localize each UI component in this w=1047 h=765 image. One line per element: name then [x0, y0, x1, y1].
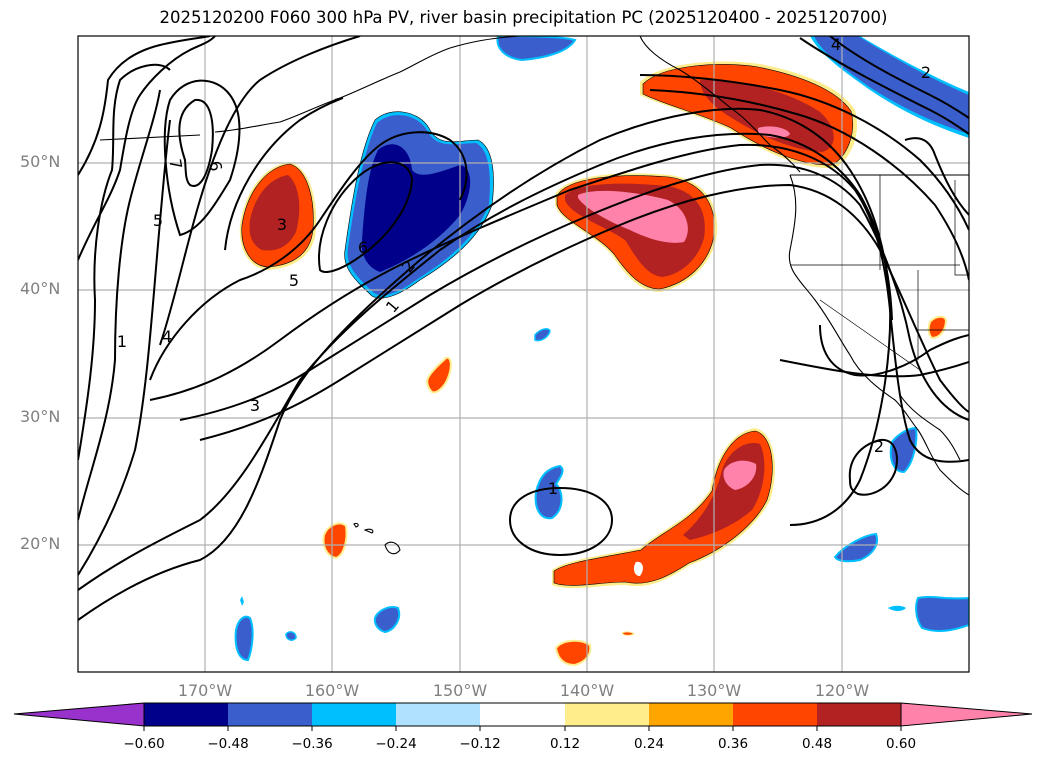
- pv-contour: [78, 119, 171, 576]
- pv-contour: [149, 131, 468, 381]
- contour-label: 6: [205, 159, 225, 172]
- colorbar-segment: [733, 703, 817, 726]
- contour-label: 7: [165, 157, 185, 170]
- pv-contour: [78, 89, 161, 521]
- colorbar-segment: [565, 703, 649, 726]
- map-plot-area: 1 2 3 4 5 6 7 1 2 3 4 5 6 2 1: [78, 35, 969, 672]
- lon-label-120w: 120°W: [814, 681, 870, 700]
- pv-contour: [78, 36, 211, 176]
- pv-contour: [904, 137, 969, 216]
- map-frame: [77, 35, 970, 673]
- colorbar-label: −0.24: [375, 736, 417, 752]
- colorbar-label: 0.24: [633, 736, 665, 752]
- lon-label-170w: 170°W: [177, 681, 233, 700]
- colorbar: [13, 702, 1033, 731]
- coastline-baja: [899, 394, 961, 461]
- coastline-alaska-south: [639, 36, 801, 173]
- contour-label: 6: [358, 238, 368, 257]
- colorbar-label: 0.12: [549, 736, 581, 752]
- colorbar-extend-low: [13, 702, 145, 727]
- pv-contour: [799, 37, 969, 135]
- lon-label-150w: 150°W: [432, 681, 488, 700]
- colorbar-label: 0.60: [885, 736, 917, 752]
- contour-label: 5: [153, 211, 163, 230]
- coastline-aleutians: [99, 36, 521, 141]
- precip-area-hawaii: [322, 522, 348, 560]
- pv-contour: [179, 163, 969, 421]
- map-title: 2025120200 F060 300 hPa PV, river basin …: [159, 8, 888, 27]
- colorbar-label: −0.48: [207, 736, 249, 752]
- pv-contour: [178, 98, 214, 187]
- colorbar-label: 0.36: [717, 736, 749, 752]
- contour-label: 2: [921, 63, 931, 82]
- pv-contour: [163, 79, 241, 237]
- contour-label: 4: [831, 35, 841, 54]
- pv-contour: [779, 359, 969, 378]
- pv-contour: [159, 36, 361, 346]
- colorbar-segment: [312, 703, 396, 726]
- contour-label: 1: [117, 332, 127, 351]
- lon-label-130w: 130°W: [686, 681, 742, 700]
- lon-label-140w: 140°W: [559, 681, 615, 700]
- colorbar-ticks: [143, 726, 902, 731]
- pv-contour: [149, 143, 969, 463]
- border-states: [790, 175, 969, 371]
- colorbar-label: −0.60: [123, 736, 165, 752]
- lat-label-40: 40°N: [20, 279, 61, 298]
- pv-contour: [318, 161, 414, 273]
- contour-label: 2: [874, 437, 884, 456]
- colorbar-segment: [396, 703, 480, 726]
- pv-contour: [78, 36, 216, 261]
- contour-label: 1: [548, 479, 558, 498]
- coastline-hawaii: [353, 522, 401, 555]
- colorbar-segment: [228, 703, 312, 726]
- pv-contour: [199, 183, 969, 441]
- lat-label-30: 30°N: [20, 407, 61, 426]
- pv-contour: [639, 74, 969, 231]
- pv-contour: [829, 36, 969, 119]
- contour-label: 3: [250, 396, 260, 415]
- lon-label-160w: 160°W: [304, 681, 360, 700]
- colorbar-segment: [480, 703, 565, 726]
- colorbar-label: −0.12: [459, 736, 501, 752]
- pv-contours: [78, 36, 969, 621]
- colorbar-extend-high: [900, 702, 1033, 727]
- colorbar-label: 0.48: [801, 736, 833, 752]
- pv-contour: [508, 486, 614, 557]
- pv-contour: [78, 63, 171, 461]
- colorbar-segment: [144, 703, 228, 726]
- pv-contour: [78, 132, 893, 591]
- lat-label-50: 50°N: [20, 152, 61, 171]
- pv-contour: [819, 324, 969, 377]
- pv-contour: [649, 89, 969, 281]
- contour-label: 4: [162, 327, 172, 346]
- pv-contour: [848, 438, 898, 496]
- lat-label-20: 20°N: [20, 534, 61, 553]
- colorbar-segment: [817, 703, 901, 726]
- pv-contour: [224, 97, 343, 251]
- pv-contour: [78, 107, 892, 621]
- colorbar-label: −0.36: [291, 736, 333, 752]
- precip-positive-areas: [239, 61, 948, 667]
- colorbar-segment: [649, 703, 733, 726]
- contour-label: 3: [277, 215, 287, 234]
- contour-label: 5: [289, 271, 299, 290]
